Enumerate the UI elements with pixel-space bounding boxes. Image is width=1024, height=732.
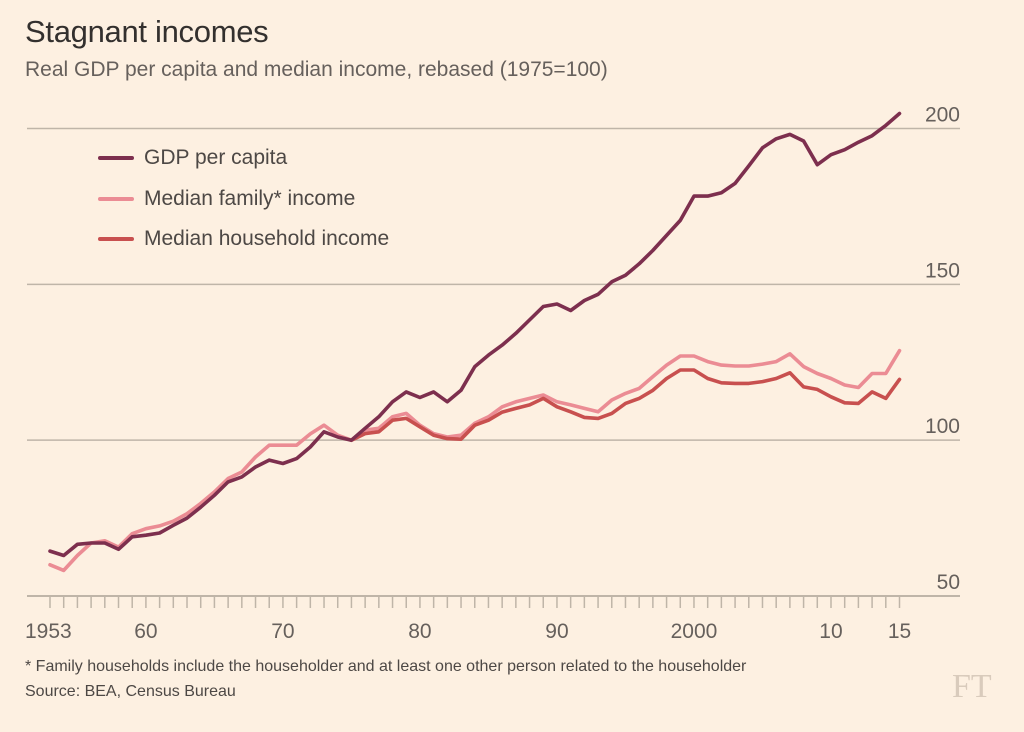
x-tick-label-2000: 2000 bbox=[671, 620, 718, 643]
x-tick-label-1990: 90 bbox=[545, 620, 568, 643]
ft-logo: FT bbox=[952, 668, 992, 705]
series-line-median-household-income bbox=[349, 368, 902, 443]
chart-title: Stagnant incomes bbox=[25, 14, 269, 49]
legend-item-gdp: GDP per capita bbox=[98, 138, 389, 179]
y-axis-labels: 50 100 150 200 bbox=[925, 104, 960, 595]
legend-swatch-family bbox=[98, 196, 134, 201]
legend-item-household: Median household income bbox=[98, 219, 389, 260]
legend-swatch-household bbox=[98, 237, 134, 242]
legend-label-gdp: GDP per capita bbox=[144, 146, 288, 170]
gridlines bbox=[27, 127, 960, 597]
x-tick-label-2010: 10 bbox=[819, 620, 842, 643]
legend-item-family: Median family* income bbox=[98, 179, 389, 220]
series-lines bbox=[48, 111, 902, 573]
y-tick-label-200: 200 bbox=[925, 104, 960, 127]
y-tick-label-50: 50 bbox=[937, 571, 960, 594]
x-axis: 1953 60 70 80 90 2000 10 15 bbox=[25, 596, 911, 643]
legend-label-family: Median family* income bbox=[144, 186, 356, 210]
x-tick-label-1970: 70 bbox=[271, 620, 294, 643]
y-tick-label-100: 100 bbox=[925, 415, 960, 438]
series-line-median-family-income bbox=[48, 348, 902, 573]
legend: GDP per capita Median family* income Med… bbox=[98, 138, 389, 260]
x-tick-label-1960: 60 bbox=[134, 620, 157, 643]
legend-swatch-gdp bbox=[98, 156, 134, 161]
x-tick-label-1980: 80 bbox=[408, 620, 431, 643]
legend-label-household: Median household income bbox=[144, 227, 390, 251]
series-line-gdp-per-capita bbox=[48, 111, 902, 558]
y-tick-label-150: 150 bbox=[925, 259, 960, 282]
chart-subtitle: Real GDP per capita and median income, r… bbox=[25, 58, 608, 81]
x-tick-label-1953: 1953 bbox=[25, 620, 72, 643]
source-note: Source: BEA, Census Bureau bbox=[25, 683, 236, 700]
footnote: * Family households include the househol… bbox=[25, 658, 747, 675]
x-tick-label-2015: 15 bbox=[888, 620, 911, 643]
